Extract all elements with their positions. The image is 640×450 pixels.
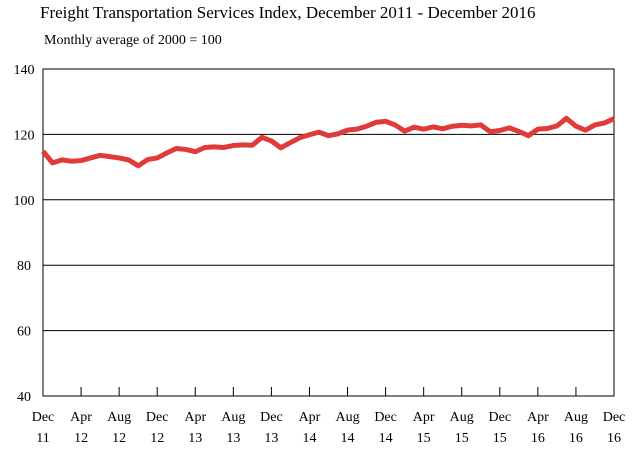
x-tick-label-month: Aug (107, 410, 131, 425)
x-tick-label-year: 13 (226, 431, 240, 446)
y-tick-label: 80 (17, 259, 31, 274)
x-tick-label-month: Aug (335, 410, 359, 425)
y-tick-label: 40 (17, 390, 31, 405)
x-tick-label-year: 11 (36, 431, 49, 446)
x-tick-label-month: Apr (413, 410, 435, 425)
x-tick-label-year: 12 (150, 431, 164, 446)
x-axis-ticks: Dec 11 Apr 12 Aug 12 Dec 12 Apr 13 Aug 13 Dec 13 Apr 14… (32, 387, 626, 446)
chart-title: Freight Transportation Services Index, D… (40, 3, 536, 22)
y-tick-label: 140 (14, 63, 35, 78)
gridlines (43, 133, 614, 332)
x-tick-label-month: Dec (32, 410, 55, 425)
x-tick-label-year: 15 (493, 431, 507, 446)
y-axis-ticks: 40 60 80 100 120 140 (14, 63, 35, 405)
y-tick-label: 100 (14, 194, 35, 209)
x-tick-label-month: Apr (299, 410, 321, 425)
x-tick-label-month: Aug (221, 410, 245, 425)
x-tick-label-month: Dec (489, 410, 512, 425)
x-tick-label-year: 12 (112, 431, 126, 446)
x-tick-label-year: 16 (569, 431, 583, 446)
x-tick-label-year: 14 (341, 431, 355, 446)
x-tick-label-year: 16 (607, 431, 621, 446)
x-tick-label-month: Aug (564, 410, 588, 425)
chart-subtitle: Monthly average of 2000 = 100 (44, 33, 222, 48)
x-tick-label-year: 16 (531, 431, 545, 446)
x-tick-label-month: Dec (603, 410, 626, 425)
y-tick-label: 60 (17, 325, 31, 340)
x-tick-label-year: 13 (264, 431, 278, 446)
x-tick-label-month: Dec (374, 410, 397, 425)
x-tick-label-year: 12 (74, 431, 88, 446)
x-tick-label-year: 15 (455, 431, 469, 446)
x-tick-label-month: Aug (450, 410, 474, 425)
series-line-0 (41, 115, 616, 169)
x-tick-label-month: Apr (70, 410, 92, 425)
x-tick-label-month: Apr (527, 410, 549, 425)
x-tick-label-year: 14 (379, 431, 393, 446)
plot-area-frame (42, 68, 615, 397)
x-tick-label-year: 15 (417, 431, 431, 446)
x-tick-label-month: Dec (146, 410, 169, 425)
x-tick-label-year: 14 (302, 431, 316, 446)
x-tick-label-month: Dec (260, 410, 283, 425)
series-layer (41, 115, 616, 169)
x-tick-label-month: Apr (184, 410, 206, 425)
x-tick-label-year: 13 (188, 431, 202, 446)
y-tick-label: 120 (14, 128, 35, 143)
